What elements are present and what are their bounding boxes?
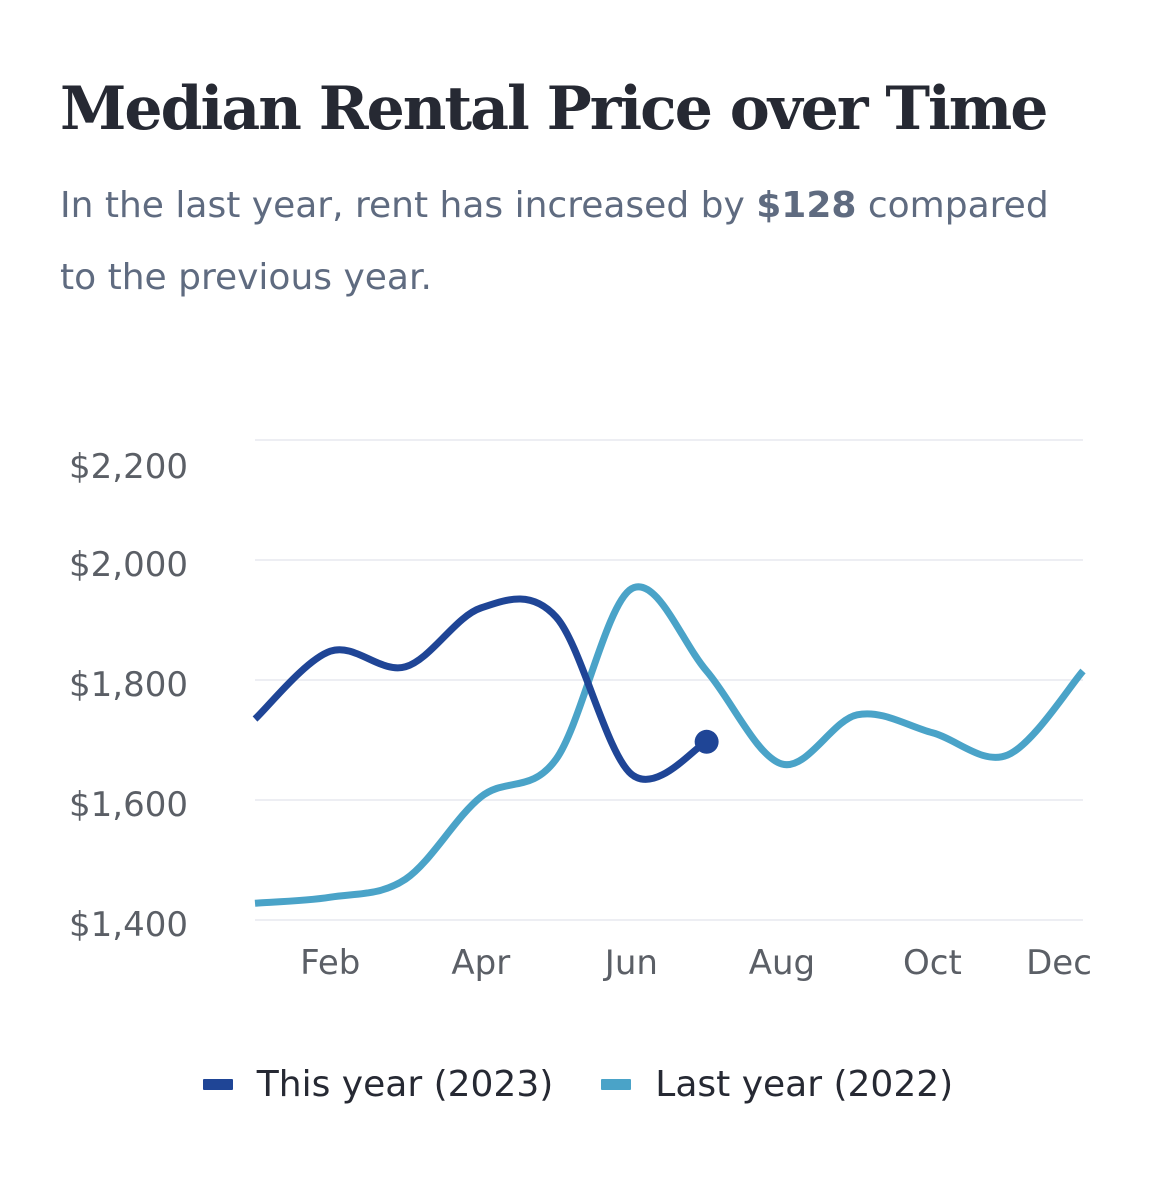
series-lines [252, 583, 1086, 907]
legend-item-last-year[interactable]: Last year (2022) [601, 1064, 953, 1105]
y-tick-label: $1,600 [69, 785, 188, 825]
legend-label: Last year (2022) [655, 1064, 954, 1105]
legend-item-this-year[interactable]: This year (2023) [202, 1064, 554, 1105]
line-chart: $1,400 $1,600 $1,800 $2,000 $2,200 Feb Apr Jun… [69, 439, 1092, 983]
latest-point-marker[interactable] [694, 729, 719, 754]
chart-subtitle: In the last year, rent has increased by … [60, 170, 1060, 314]
series-line-last-year [254, 583, 1086, 907]
y-tick-label: $1,800 [69, 665, 188, 705]
x-tick-label: Aug [749, 943, 815, 983]
legend-label: This year (2023) [256, 1064, 554, 1105]
subtitle-prefix: In the last year, rent has increased by [60, 185, 757, 226]
y-tick-label: $2,000 [69, 545, 188, 585]
legend-swatch [601, 1079, 632, 1090]
x-axis: Feb Apr Jun Aug Oct Dec [300, 943, 1092, 983]
x-tick-label: Oct [903, 943, 962, 983]
y-tick-label: $1,400 [69, 905, 188, 945]
x-tick-label: Dec [1026, 943, 1092, 983]
chart-title: Median Rental Price over Time [60, 74, 1048, 144]
y-axis: $1,400 $1,600 $1,800 $2,000 $2,200 [69, 447, 188, 945]
legend-swatch [202, 1079, 233, 1090]
increase-amount: $128 [756, 185, 857, 226]
gridlines [255, 439, 1083, 921]
subtitle-suffix: compared to the previous year. [60, 185, 1049, 298]
x-tick-label: Jun [603, 943, 658, 983]
legend: This year (2023) Last year (2022) [0, 1064, 1156, 1105]
y-tick-label: $2,200 [69, 447, 188, 487]
series-line-this-year [252, 595, 709, 783]
x-tick-label: Feb [300, 943, 360, 983]
x-tick-label: Apr [451, 943, 510, 983]
